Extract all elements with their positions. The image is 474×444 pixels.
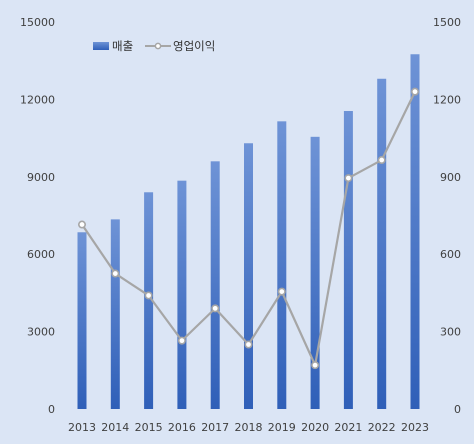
revenue-bar bbox=[343, 111, 353, 409]
revenue-bar bbox=[210, 161, 220, 409]
legend-line-marker bbox=[154, 42, 162, 50]
operating-profit-marker bbox=[311, 361, 320, 370]
operating-profit-marker bbox=[144, 291, 153, 300]
revenue-bar bbox=[244, 143, 253, 409]
revenue-bar bbox=[410, 54, 420, 409]
x-tick-label: 2016 bbox=[168, 421, 196, 434]
left-tick-label: 3000 bbox=[27, 326, 55, 339]
x-tick-label: 2022 bbox=[368, 421, 396, 434]
operating-profit-marker bbox=[244, 340, 253, 349]
left-tick-label: 0 bbox=[48, 403, 55, 416]
right-tick-label: 300 bbox=[440, 326, 461, 339]
left-tick-label: 6000 bbox=[27, 248, 55, 261]
right-tick-label: 0 bbox=[454, 403, 461, 416]
legend-line-label: 영업이익 bbox=[173, 39, 215, 53]
x-tick-label: 2019 bbox=[268, 421, 296, 434]
operating-profit-marker bbox=[410, 87, 419, 96]
revenue-bar bbox=[77, 232, 87, 409]
operating-profit-marker bbox=[344, 174, 353, 183]
operating-profit-line bbox=[78, 87, 419, 370]
legend: 매출 영업이익 bbox=[93, 39, 215, 53]
operating-profit-marker bbox=[177, 336, 186, 345]
right-axis-ticks: 0 300 600 900 1200 1500 bbox=[433, 16, 461, 416]
x-tick-label: 2015 bbox=[135, 421, 163, 434]
x-tick-label: 2021 bbox=[334, 421, 362, 434]
right-tick-label: 600 bbox=[440, 248, 461, 261]
x-tick-label: 2013 bbox=[68, 421, 96, 434]
left-tick-label: 15000 bbox=[20, 16, 55, 29]
operating-profit-marker bbox=[377, 156, 386, 165]
revenue-bar bbox=[277, 121, 287, 409]
right-tick-label: 1500 bbox=[433, 16, 461, 29]
x-axis-ticks: 2013 2014 2015 2016 2017 2018 2019 2020 2021 2022… bbox=[68, 421, 429, 434]
revenue-bar bbox=[144, 192, 154, 409]
x-tick-label: 2014 bbox=[101, 421, 129, 434]
right-tick-label: 900 bbox=[440, 171, 461, 184]
revenue-bars bbox=[77, 54, 420, 409]
x-tick-label: 2020 bbox=[301, 421, 329, 434]
legend-bar-label: 매출 bbox=[112, 39, 133, 53]
revenue-bar bbox=[377, 78, 387, 409]
left-axis-ticks: 0 3000 6000 9000 12000 15000 bbox=[20, 16, 55, 416]
operating-profit-marker bbox=[78, 220, 87, 229]
legend-bar-swatch bbox=[93, 42, 109, 50]
left-tick-label: 9000 bbox=[27, 171, 55, 184]
x-tick-label: 2018 bbox=[235, 421, 263, 434]
operating-profit-marker bbox=[111, 269, 120, 278]
revenue-bar bbox=[110, 219, 120, 409]
revenue-bar bbox=[177, 180, 187, 409]
operating-profit-marker bbox=[277, 287, 286, 296]
x-tick-label: 2017 bbox=[201, 421, 229, 434]
right-tick-label: 1200 bbox=[433, 93, 461, 106]
operating-profit-marker bbox=[211, 304, 220, 313]
left-tick-label: 12000 bbox=[20, 93, 55, 106]
revenue-bar bbox=[310, 136, 320, 409]
x-tick-label: 2023 bbox=[401, 421, 429, 434]
